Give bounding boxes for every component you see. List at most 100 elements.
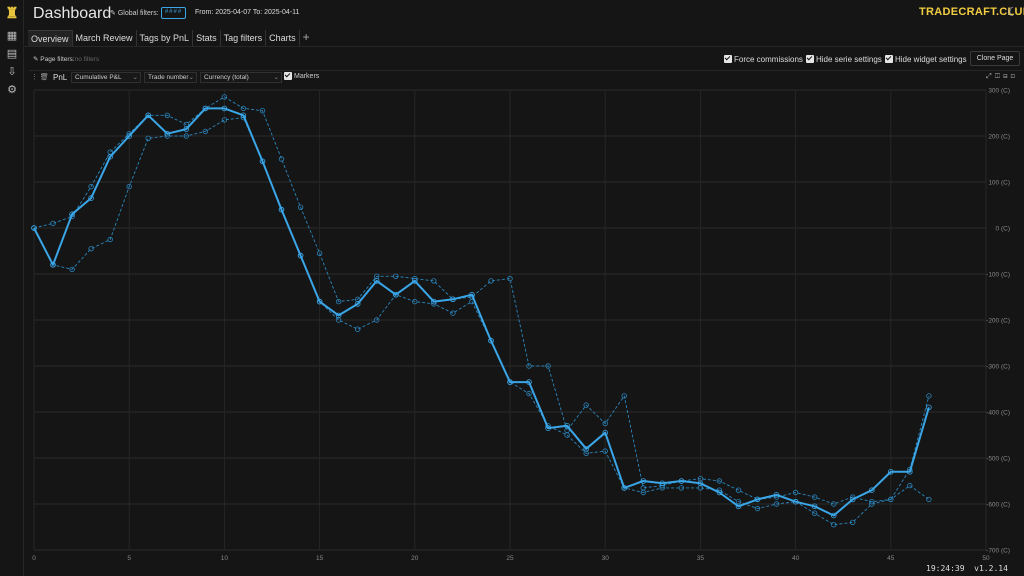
data-point-marker [488,337,494,344]
data-point-marker [659,480,666,487]
data-point-marker [773,491,780,498]
x-axis-value: Trade number [148,74,189,81]
data-point-marker [754,496,761,503]
data-point-marker [278,156,285,162]
page-filters-value: no filters [74,56,100,63]
import-icon[interactable]: ⇩ [7,64,17,78]
data-point-marker [716,489,723,496]
brand-name[interactable]: TRADECRAFT.CLUB [919,6,1024,18]
dashboard-icon[interactable]: ▦ [6,28,18,42]
data-point-marker [602,429,608,436]
markers-label: Markers [294,72,320,80]
data-point-marker [50,262,56,268]
data-point-marker [316,250,323,256]
data-point-marker [831,501,837,507]
tab-march-review[interactable]: March Review [73,30,137,46]
data-point-marker [868,487,875,494]
moon-icon[interactable]: ☾ [1007,5,1018,19]
series-line-dashed [33,117,930,526]
data-point-marker [526,390,532,397]
force-commissions-option[interactable]: Force commissions [724,54,803,64]
data-point-marker [297,252,304,259]
chevron-down-icon: ⌄ [188,74,194,81]
data-point-marker [792,498,799,505]
data-point-marker [202,105,209,112]
x-tick-label: 0 [32,555,36,562]
data-point-marker [811,503,818,510]
hide-widget-checkbox[interactable] [885,55,893,63]
data-point-marker [411,278,418,284]
markers-checkbox[interactable] [284,72,292,80]
data-point-marker [88,183,94,190]
data-point-marker [278,206,285,213]
widget-layout-icons[interactable]: ⤢◫⊟⊡ [986,73,1018,80]
markers-toggle[interactable]: Markers [284,72,319,80]
data-point-marker [583,445,589,452]
x-tick-label: 5 [127,555,131,562]
tab-stats[interactable]: Stats [193,30,221,46]
metric-select[interactable]: Cumulative P&L ⌄ [71,72,141,83]
hide-serie-option[interactable]: Hide serie settings [806,54,882,64]
data-point-marker [907,482,913,489]
data-point-marker [374,317,380,323]
data-point-marker [183,126,190,132]
y-tick-label: -600 (C) [986,502,1010,509]
data-point-marker [887,468,894,475]
page-filters[interactable]: ✎ Page filters:no filters [33,56,100,63]
data-point-marker [373,278,380,284]
hide-serie-checkbox[interactable] [806,55,814,63]
clone-page-button[interactable]: Clone Page [970,51,1020,66]
data-point-marker [811,510,818,516]
page-tabs: Overview March Review Tags by PnL Stats Tag … [28,30,313,46]
data-point-marker [202,128,209,135]
data-point-marker [221,94,228,100]
y-tick-label: -100 (C) [986,272,1010,279]
top-bar: Dashboard ✎ Global filters: #### From: 2… [24,0,1024,30]
settings-gear-icon[interactable]: ⚙ [7,82,17,96]
data-point-marker [431,278,437,284]
journal-icon[interactable]: ▤ [6,46,18,60]
data-point-marker [50,220,56,227]
tab-charts[interactable]: Charts [266,30,300,46]
add-tab-button[interactable]: + [302,30,310,44]
data-point-marker [355,326,361,332]
global-filters-label[interactable]: ✎ Global filters: [110,10,159,17]
global-filter-chip[interactable]: #### [161,7,186,19]
widget-name[interactable]: PnL [53,73,68,82]
y-tick-label: 0 (C) [996,226,1010,233]
data-point-marker [926,404,932,411]
data-point-marker [526,379,532,385]
data-point-marker [526,363,532,369]
data-point-marker [869,499,875,505]
hide-widget-option[interactable]: Hide widget settings [885,54,967,64]
data-point-marker [831,522,837,528]
tab-overview[interactable]: Overview [28,30,73,46]
tab-tag-filters[interactable]: Tag filters [221,30,267,46]
force-commissions-checkbox[interactable] [724,55,732,63]
tab-tags-by-pnl[interactable]: Tags by PnL [137,30,194,46]
data-point-marker [392,291,399,298]
data-point-marker [640,478,647,484]
x-tick-label: 25 [506,555,514,562]
data-point-marker [621,485,627,491]
hide-widget-label: Hide widget settings [895,54,967,64]
data-point-marker [926,496,932,503]
data-point-marker [488,278,494,284]
data-point-marker [564,432,570,438]
drag-handle-icon[interactable]: ⋮⋮ [31,74,45,81]
data-point-marker [678,478,685,484]
data-point-marker [735,487,742,493]
y-tick-label: 200 (C) [988,134,1010,141]
x-axis-select[interactable]: Trade number ⌄ [144,72,197,83]
data-point-marker [145,135,151,141]
data-point-marker [792,489,799,496]
trash-icon[interactable]: 🗑 [40,74,49,81]
y-tick-label: -700 (C) [986,548,1010,555]
global-filters-text: Global filters: [117,10,159,17]
currency-select[interactable]: Currency (total) ⌄ [200,72,282,83]
series-line-solid [33,107,930,517]
data-point-marker [697,480,704,487]
page-filters-label: Page filters: [40,56,75,63]
brand-logo-icon[interactable]: ♜ [5,4,19,22]
x-tick-label: 45 [887,555,895,562]
